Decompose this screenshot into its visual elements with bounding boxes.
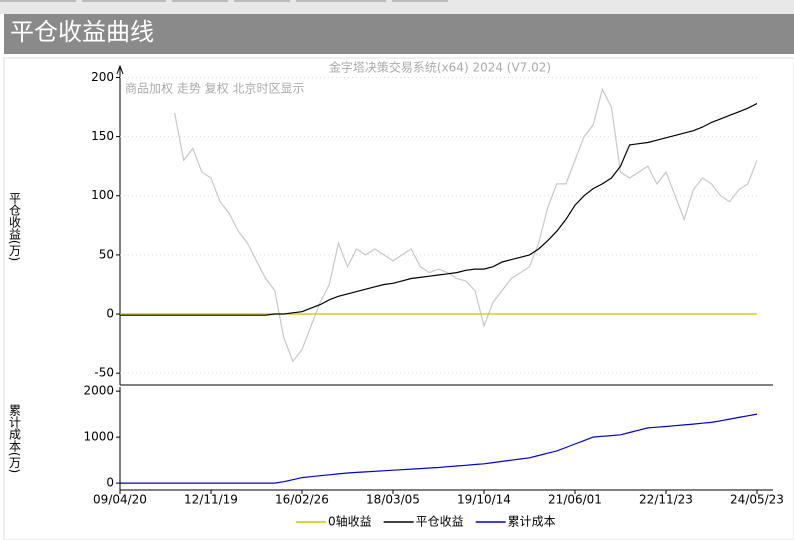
legend-label: 0轴收益 [328, 514, 372, 529]
series-line [120, 413, 758, 484]
legend-label: 累计成本 [508, 515, 556, 529]
watermark: 金字塔决策交易系统(x64) 2024 (V7.02) [329, 60, 551, 75]
y-tick-label: 2000 [83, 384, 114, 398]
tab[interactable] [392, 0, 448, 2]
y-tick-label: 0 [106, 476, 114, 490]
legend-label: 平仓收益 [416, 515, 464, 529]
x-tick-label: 22/11/23 [639, 493, 693, 507]
y-axis-label: 平仓收益(万) [8, 192, 22, 261]
y-tick-label: 50 [99, 247, 114, 261]
tab[interactable] [82, 0, 166, 2]
y-tick-label: -50 [94, 366, 114, 380]
page-title: 平仓收益曲线 [10, 18, 154, 46]
axis-arrow [116, 64, 124, 75]
series-line [120, 102, 758, 316]
tab-bar [0, 0, 794, 14]
x-tick-label: 24/05/23 [730, 493, 784, 507]
x-tick-label: 09/04/20 [93, 493, 147, 507]
header-bar [4, 14, 794, 54]
y-tick-label: 200 [91, 70, 114, 84]
x-tick-label: 12/11/19 [184, 493, 238, 507]
y-tick-label: 1000 [83, 430, 114, 444]
x-tick-label: 18/03/05 [366, 493, 420, 507]
series-line [174, 87, 758, 363]
y-tick-label: 150 [91, 129, 114, 143]
tab[interactable] [296, 0, 386, 2]
x-tick-label: 16/02/26 [275, 493, 329, 507]
x-tick-label: 19/10/14 [457, 493, 511, 507]
x-tick-label: 21/06/01 [548, 493, 602, 507]
plot-frame [3, 57, 794, 540]
subtitle: 商品加权 走势 复权 北京时区显示 [125, 81, 304, 96]
y-tick-label: 100 [91, 188, 114, 202]
y-axis-label: 累计成本(万) [8, 403, 22, 473]
tab[interactable] [234, 0, 290, 2]
y-tick-label: 0 [106, 307, 114, 321]
tab[interactable] [0, 0, 76, 2]
tab[interactable] [172, 0, 228, 2]
